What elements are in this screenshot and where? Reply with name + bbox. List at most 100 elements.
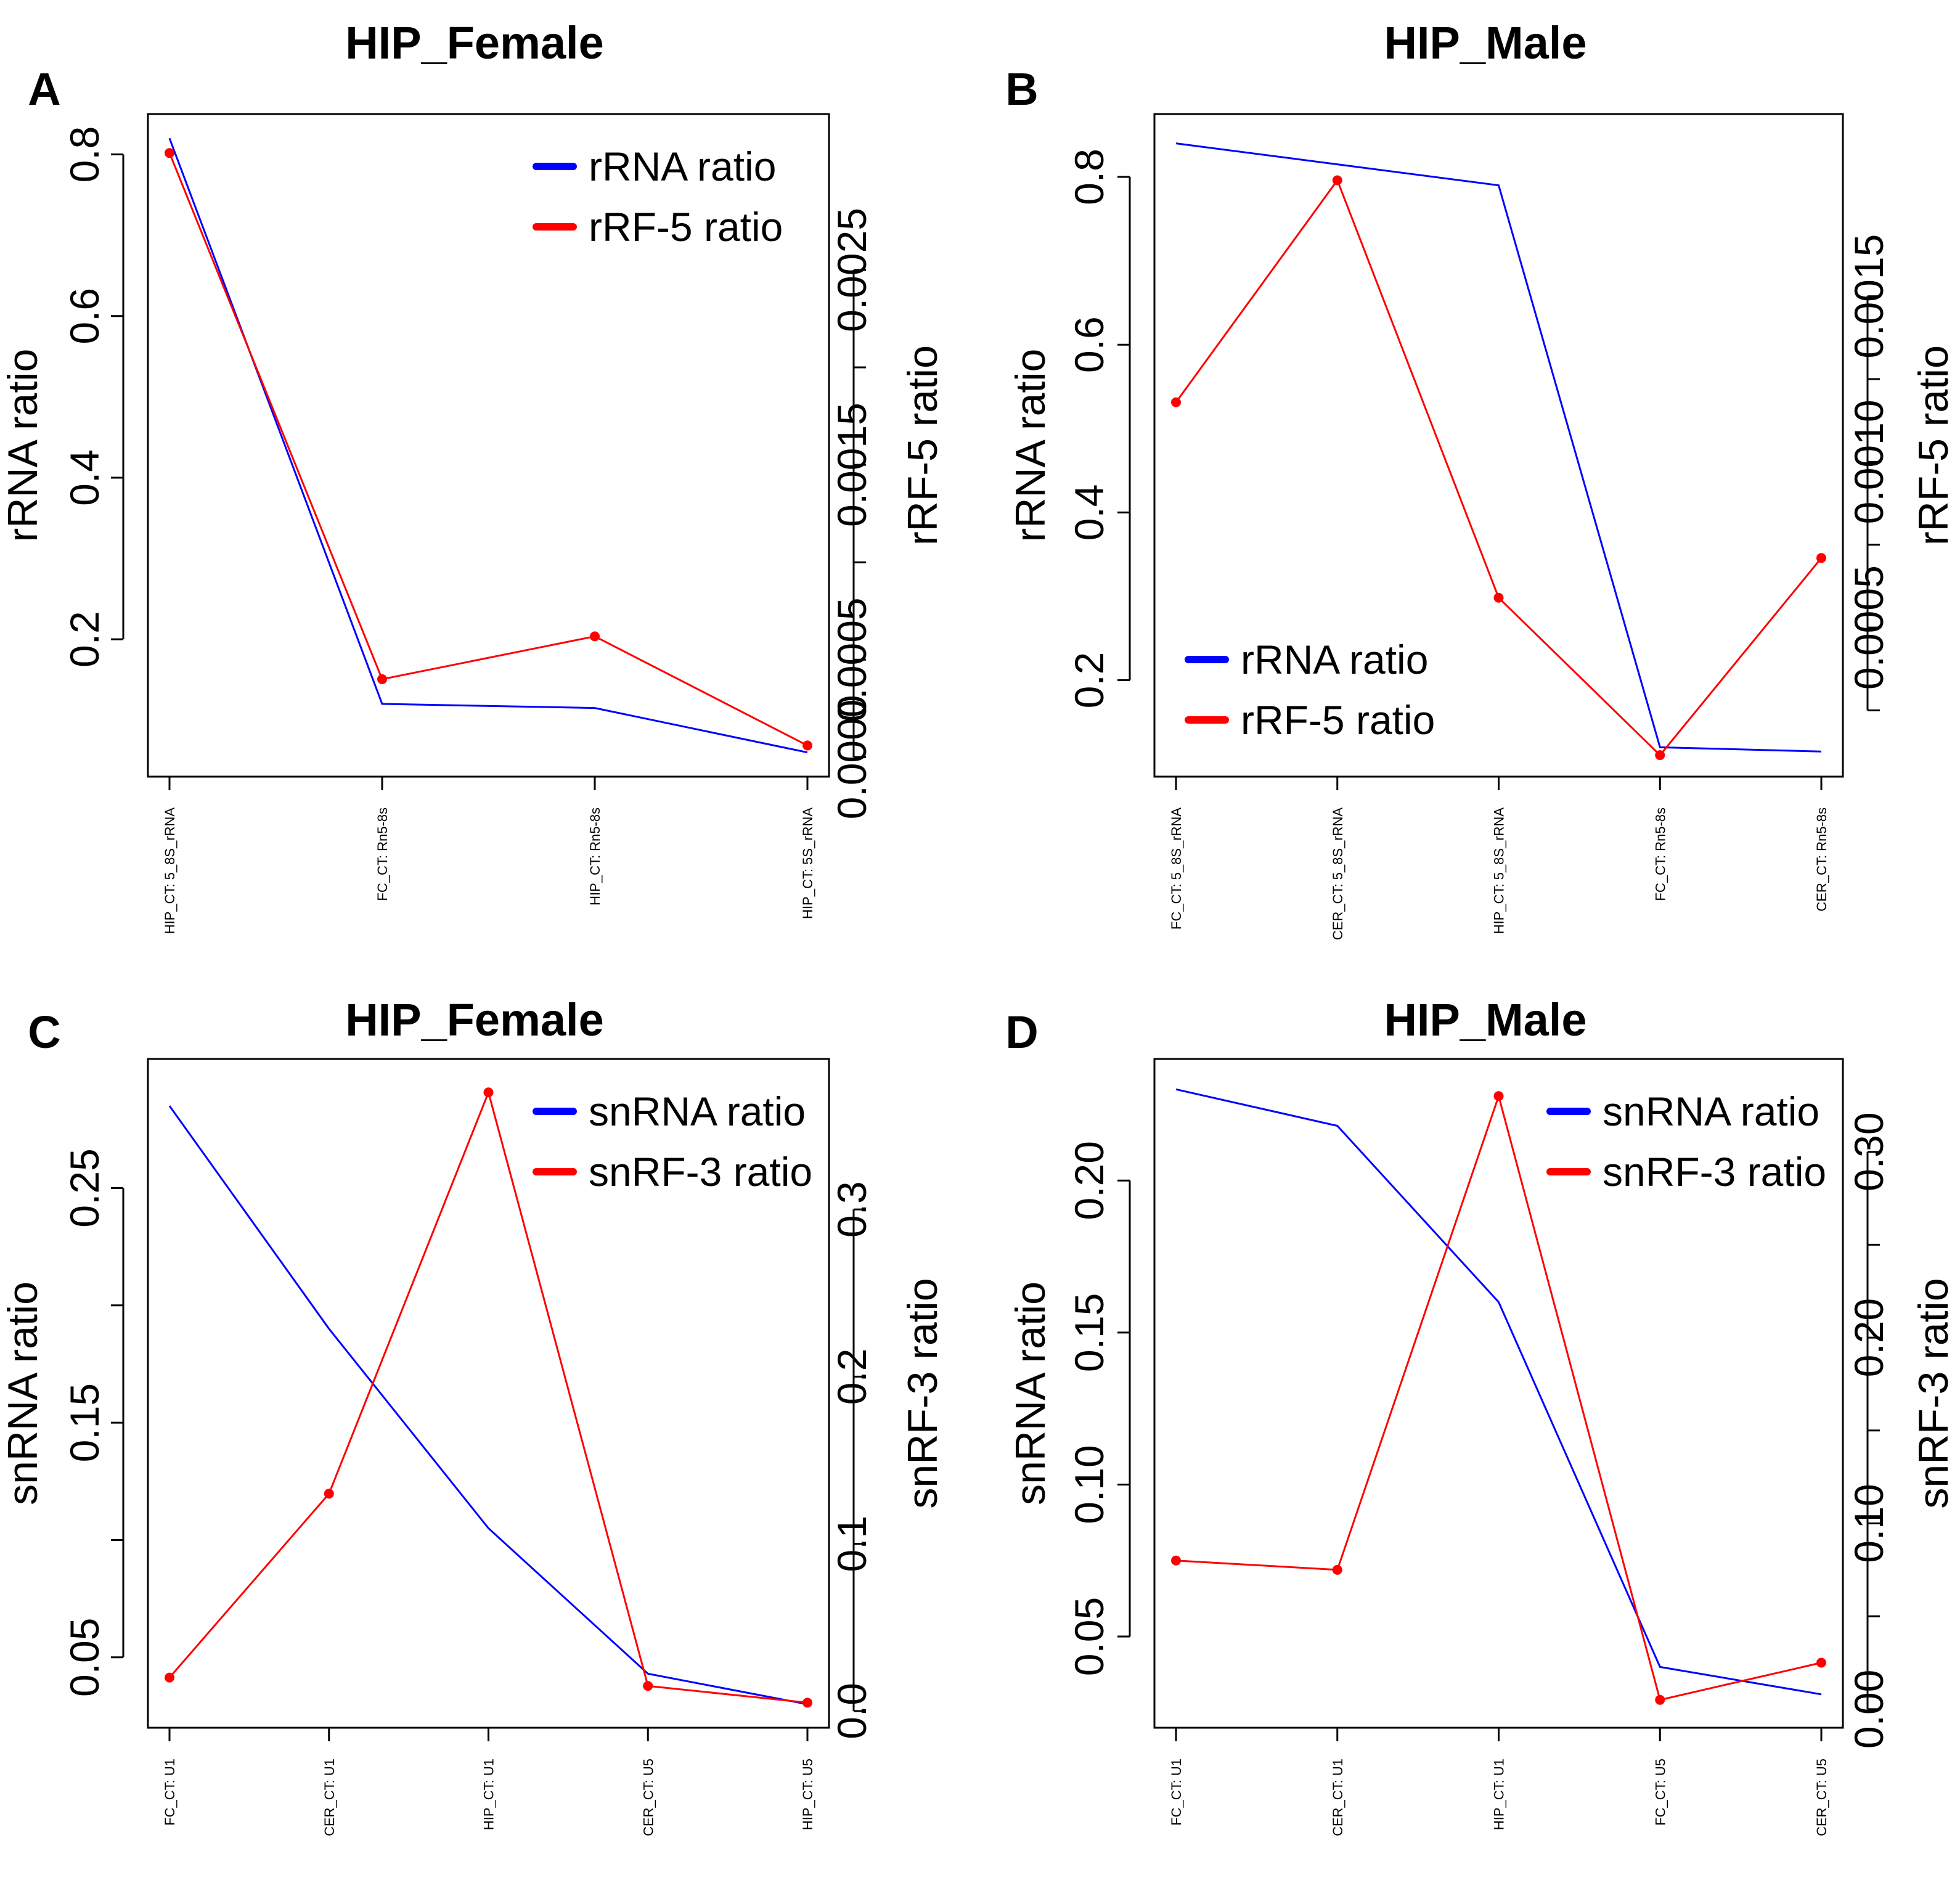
data-point <box>1816 553 1826 563</box>
x-category-label: FC_CT: 5_8S_rRNA <box>1169 807 1184 930</box>
panel-d: HIP_Male D 0.05 0.10 0.15 0.20 snRNA ratio 0.00… <box>1005 994 1957 1836</box>
data-point <box>1171 1555 1181 1566</box>
panel-title: HIP_Male <box>1384 994 1586 1045</box>
x-category-label: FC_CT: U5 <box>1652 1759 1668 1826</box>
series-line <box>1175 142 1822 753</box>
left-axis-label: snRNA ratio <box>1007 1281 1054 1505</box>
right-axis-label: rRF-5 ratio <box>1910 345 1957 546</box>
panel-c: HIP_Female C 0.05 0.15 0.25 snRNA ratio 0.0 0.1… <box>0 994 946 1836</box>
right-axis-label: snRF-3 ratio <box>899 1278 946 1508</box>
data-point <box>643 1681 653 1691</box>
x-category-label: HIP_CT: U5 <box>800 1759 815 1830</box>
x-category-label: FC_CT: U1 <box>162 1759 178 1826</box>
right-tick-label: 0.20 <box>1846 1298 1892 1377</box>
x-category-label: HIP_CT: 5_8S_rRNA <box>162 807 178 934</box>
left-tick-label: 0.15 <box>62 1383 107 1462</box>
left-tick-label: 0.8 <box>62 126 107 183</box>
x-category-label: CER_CT: U5 <box>640 1759 656 1836</box>
legend-label: snRF-3 ratio <box>589 1149 812 1195</box>
data-point <box>483 1087 494 1098</box>
x-category-label: HIP_CT: U1 <box>481 1759 497 1830</box>
x-category-label: HIP_CT: 5_8S_rRNA <box>1492 807 1507 934</box>
left-tick-label: 0.4 <box>1066 484 1112 541</box>
legend-label: rRF-5 ratio <box>589 204 783 250</box>
x-category-label: FC_CT: Rn5-8s <box>375 807 390 901</box>
left-tick-label: 0.6 <box>62 288 107 345</box>
data-point <box>324 1489 334 1499</box>
left-tick-label: 0.05 <box>62 1618 107 1697</box>
left-axis-label: rRNA ratio <box>1007 349 1054 542</box>
data-point <box>802 740 812 751</box>
left-tick-label: 0.8 <box>1066 149 1112 205</box>
left-tick-label: 0.20 <box>1066 1141 1112 1220</box>
legend-label: rRNA ratio <box>589 144 776 189</box>
x-category-label: CER_CT: U5 <box>1814 1759 1829 1836</box>
right-axis-label: snRF-3 ratio <box>1910 1278 1957 1508</box>
right-tick-label: 0.2 <box>829 1349 875 1405</box>
data-point <box>377 674 387 684</box>
panel-b: HIP_Male B 0.2 0.4 0.6 0.8 rRNA ratio 0.0005 0.0… <box>1005 17 1957 940</box>
panel-letter: C <box>28 1007 60 1058</box>
panel-title: HIP_Female <box>345 17 604 68</box>
legend-label: snRNA ratio <box>1603 1089 1819 1134</box>
series-line <box>1175 1088 1822 1696</box>
right-tick-label: 0.0015 <box>1846 234 1892 359</box>
plot-frame <box>147 113 830 778</box>
data-point <box>1332 175 1342 186</box>
left-tick-label: 0.6 <box>1066 316 1112 373</box>
x-category-label: CER_CT: Rn5-8s <box>1814 807 1829 912</box>
panel-letter: B <box>1005 63 1038 115</box>
left-tick-label: 0.15 <box>1066 1293 1112 1372</box>
data-point <box>802 1698 812 1708</box>
right-tick-label: 0.3 <box>829 1181 875 1238</box>
left-tick-label: 0.2 <box>1066 652 1112 709</box>
legend-label: rRF-5 ratio <box>1241 697 1435 743</box>
right-tick-label: 0.30 <box>1846 1112 1892 1191</box>
right-tick-label: 0.10 <box>1846 1484 1892 1563</box>
x-category-label: HIP_CT: Rn5-8s <box>587 807 603 905</box>
data-point <box>1655 750 1665 761</box>
left-tick-label: 0.2 <box>62 611 107 668</box>
series-line <box>168 137 808 754</box>
left-tick-label: 0.4 <box>62 449 107 506</box>
left-axis-label: rRNA ratio <box>0 349 46 542</box>
left-tick-label: 0.10 <box>1066 1445 1112 1524</box>
panel-letter: D <box>1005 1007 1038 1058</box>
left-tick-label: 0.05 <box>1066 1597 1112 1676</box>
x-category-label: CER_CT: U1 <box>1330 1759 1345 1836</box>
right-tick-label: 0.0010 <box>1846 399 1892 524</box>
legend-label: snRNA ratio <box>589 1089 806 1134</box>
panel-letter: A <box>28 63 60 115</box>
right-tick-label: 0.0025 <box>829 208 875 332</box>
right-tick-label: 0.0005 <box>829 597 875 722</box>
data-point <box>1493 592 1504 603</box>
x-category-label: CER_CT: 5_8S_rRNA <box>1330 807 1345 941</box>
right-tick-label: 0.0015 <box>829 403 875 527</box>
data-point <box>1171 397 1181 407</box>
right-tick-label: 0.00 <box>1846 1670 1892 1749</box>
right-tick-label: 0.1 <box>829 1516 875 1572</box>
panel-title: HIP_Female <box>345 994 604 1045</box>
data-point <box>590 631 600 642</box>
x-category-label: FC_CT: U1 <box>1169 1759 1184 1826</box>
right-axis-label: rRF-5 ratio <box>899 345 946 546</box>
left-tick-label: 0.25 <box>62 1148 107 1227</box>
left-axis-label: snRNA ratio <box>0 1281 46 1505</box>
data-point <box>1655 1694 1665 1705</box>
right-tick-label: 0.0 <box>829 1683 875 1739</box>
panel-title: HIP_Male <box>1384 17 1586 68</box>
legend-label: snRF-3 ratio <box>1603 1149 1826 1195</box>
right-tick-label: 0.0005 <box>1846 565 1892 690</box>
data-point <box>165 1672 174 1683</box>
data-point <box>1332 1564 1342 1575</box>
data-point <box>165 148 174 158</box>
right-tick-label: 0.0000 <box>829 695 875 819</box>
x-category-label: CER_CT: U1 <box>322 1759 337 1836</box>
x-category-label: FC_CT: Rn5-8s <box>1652 807 1668 901</box>
series-line <box>168 1105 808 1706</box>
legend-label: rRNA ratio <box>1241 637 1428 682</box>
data-point <box>1493 1091 1504 1101</box>
